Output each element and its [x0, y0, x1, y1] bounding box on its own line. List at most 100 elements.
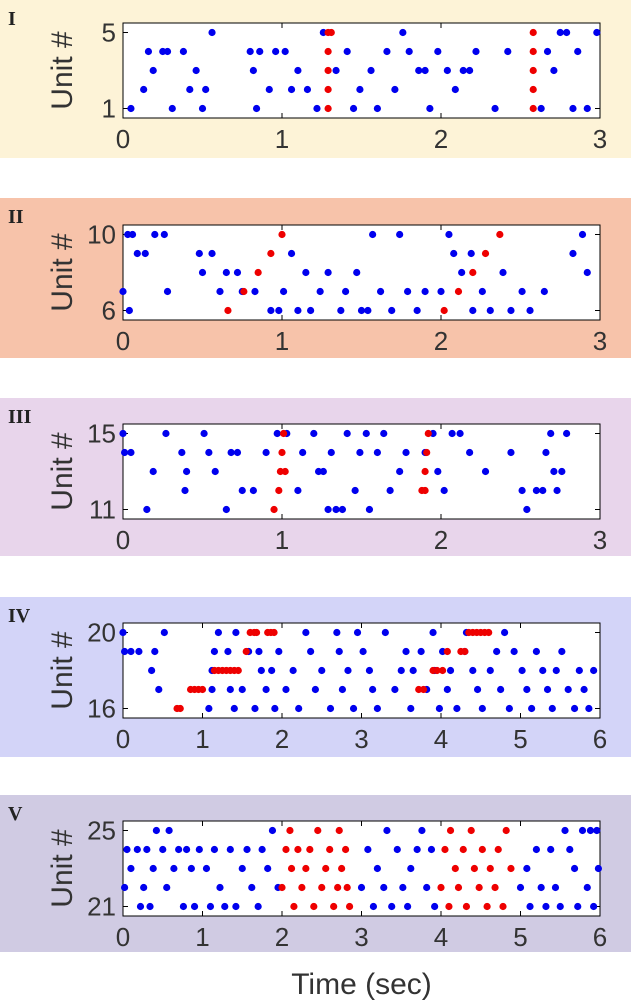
- spike-point: [144, 47, 153, 56]
- spike-point: [469, 306, 477, 315]
- spike-point: [421, 287, 429, 296]
- spike-point: [423, 448, 431, 457]
- spike-point: [324, 85, 332, 94]
- spike-point: [302, 628, 310, 637]
- spike-point: [409, 666, 417, 675]
- plot-area: [122, 224, 601, 321]
- spike-point: [152, 826, 160, 835]
- spike-point: [324, 268, 332, 277]
- spike-point: [570, 704, 579, 713]
- spike-point: [251, 704, 259, 713]
- spike-point: [179, 47, 188, 56]
- spike-point: [551, 883, 560, 892]
- spike-point: [279, 429, 288, 438]
- series-red: [278, 826, 515, 911]
- spike-point: [330, 902, 338, 911]
- spike-point: [485, 628, 493, 637]
- spike-point: [294, 306, 302, 315]
- spike-point: [287, 85, 296, 94]
- spike-point: [367, 66, 375, 75]
- spike-point: [369, 902, 378, 911]
- spike-point: [148, 666, 156, 675]
- spike-point: [255, 647, 263, 656]
- spike-point: [170, 864, 178, 873]
- spike-point: [232, 628, 240, 637]
- spike-point: [335, 647, 343, 656]
- spike-point: [475, 883, 483, 892]
- spike-point: [198, 104, 207, 113]
- spike-point: [459, 66, 467, 75]
- spike-point: [287, 864, 296, 873]
- spike-point: [434, 47, 442, 56]
- spike-point: [338, 864, 346, 873]
- spike-point: [583, 268, 591, 277]
- spike-point: [168, 104, 176, 113]
- spike-point: [357, 306, 366, 315]
- spike-point: [202, 85, 210, 94]
- spike-point: [272, 47, 280, 56]
- spike-point: [252, 628, 261, 637]
- x-tick-label: 5: [513, 724, 527, 754]
- spike-point: [349, 104, 358, 113]
- spike-point: [364, 306, 372, 315]
- spike-point: [238, 864, 246, 873]
- spike-point: [307, 647, 315, 656]
- spike-point: [205, 448, 213, 457]
- series-blue: [119, 429, 571, 514]
- spike-point: [332, 505, 340, 514]
- spike-point: [246, 47, 254, 56]
- spike-point: [127, 448, 135, 457]
- spike-point: [324, 104, 332, 113]
- spike-point: [353, 268, 361, 277]
- spike-point: [119, 287, 127, 296]
- spike-point: [466, 448, 474, 457]
- spike-point: [547, 429, 555, 438]
- spike-point: [268, 666, 276, 675]
- spike-point: [344, 666, 352, 675]
- spike-point: [419, 685, 428, 694]
- spike-point: [552, 666, 560, 675]
- spike-point: [590, 902, 598, 911]
- spike-point: [473, 685, 482, 694]
- spike-point: [481, 467, 490, 476]
- spike-point: [404, 287, 412, 296]
- spike-point: [175, 845, 183, 854]
- x-tick-label: 2: [275, 922, 289, 952]
- spike-point: [356, 448, 364, 457]
- spike-point: [334, 883, 342, 892]
- spike-point: [566, 845, 574, 854]
- spike-point: [127, 104, 135, 113]
- spike-point: [278, 230, 286, 239]
- spike-point: [327, 28, 335, 37]
- spike-point: [262, 685, 270, 694]
- spike-point: [486, 864, 494, 873]
- spike-point: [178, 448, 186, 457]
- spike-point: [190, 902, 199, 911]
- spike-point: [550, 66, 558, 75]
- x-tick-label: 2: [275, 724, 289, 754]
- spike-point: [369, 685, 377, 694]
- spike-point: [516, 883, 525, 892]
- spike-point: [230, 704, 238, 713]
- spike-point: [299, 448, 307, 457]
- spike-point: [349, 704, 358, 713]
- spike-point: [507, 448, 515, 457]
- x-tick-label: 0: [116, 922, 130, 952]
- spike-point: [561, 826, 569, 835]
- spike-point: [252, 104, 261, 113]
- spike-point: [149, 467, 157, 476]
- spike-point: [539, 486, 547, 495]
- spike-point: [438, 666, 447, 675]
- x-tick-label: 0: [116, 525, 130, 555]
- spike-point: [356, 85, 364, 94]
- spike-point: [264, 864, 272, 873]
- spike-point: [143, 845, 151, 854]
- spike-point: [249, 66, 257, 75]
- spike-point: [133, 249, 141, 258]
- spike-point: [529, 66, 537, 75]
- x-tick-label: 4: [434, 922, 448, 952]
- x-axis-label: Time (sec): [291, 968, 432, 1001]
- spike-point: [183, 467, 191, 476]
- spike-point: [151, 647, 159, 656]
- spike-point: [342, 845, 350, 854]
